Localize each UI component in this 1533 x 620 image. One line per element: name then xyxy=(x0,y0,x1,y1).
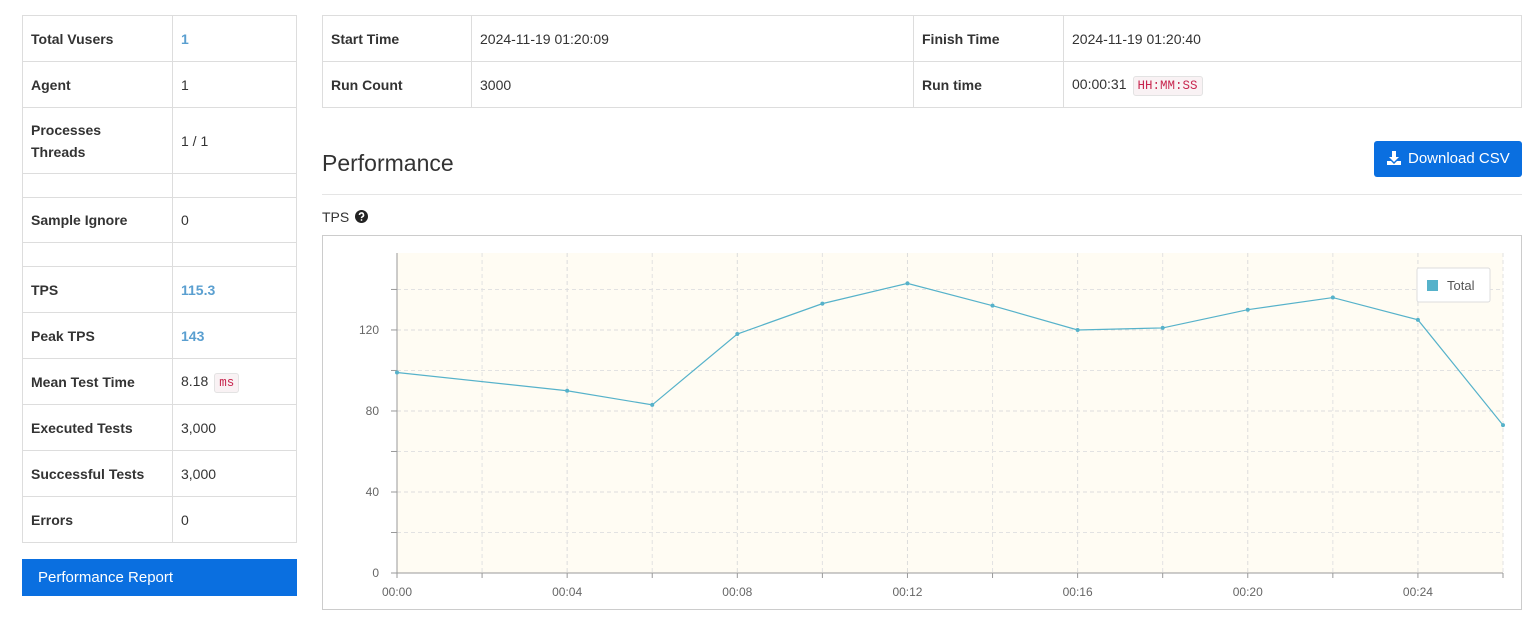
label-line: Processes xyxy=(31,121,102,138)
value: 1 xyxy=(172,61,297,108)
x-tick-label: 00:20 xyxy=(1233,585,1263,599)
y-tick-label: 80 xyxy=(366,404,380,418)
label: Run Count xyxy=(322,61,472,108)
spacer-row xyxy=(22,242,297,267)
data-point xyxy=(1415,317,1420,322)
divider xyxy=(322,194,1522,195)
x-tick-label: 00:00 xyxy=(382,585,412,599)
value[interactable]: 1 xyxy=(172,15,297,62)
label: Start Time xyxy=(322,15,472,62)
row: Run Count 3000 Run time 00:00:31 HH:MM:SS xyxy=(322,61,1522,108)
label: Executed Tests xyxy=(22,404,173,451)
section-title: Performance xyxy=(322,150,454,176)
chart-title: TPS xyxy=(322,209,369,225)
data-point xyxy=(990,303,995,308)
label: Successful Tests xyxy=(22,450,173,497)
value: 00:00:31 HH:MM:SS xyxy=(1063,61,1522,108)
chart-title-text: TPS xyxy=(322,209,350,225)
y-tick-label: 120 xyxy=(359,323,379,337)
data-point xyxy=(820,301,825,306)
legend-box xyxy=(1416,267,1491,303)
download-csv-button[interactable]: Download CSV xyxy=(1374,141,1522,177)
row: Processes Threads 1 / 1 xyxy=(22,107,297,174)
row: Successful Tests 3,000 xyxy=(22,450,297,497)
label: Processes Threads xyxy=(22,107,173,174)
label-line: Threads xyxy=(31,143,86,160)
data-point xyxy=(395,370,399,375)
data-point xyxy=(650,402,655,407)
row: Sample Ignore 0 xyxy=(22,197,297,243)
value-text: 00:00:31 xyxy=(1072,76,1127,92)
plot-area xyxy=(397,253,1503,573)
x-tick-label: 00:24 xyxy=(1403,585,1433,599)
row: Errors 0 xyxy=(22,496,297,543)
row: Mean Test Time 8.18 ms xyxy=(22,358,297,405)
row: Start Time 2024-11-19 01:20:09 Finish Ti… xyxy=(322,15,1522,62)
performance-report-button[interactable]: Performance Report xyxy=(22,559,297,596)
sidebar-table: Total Vusers 1 Agent 1 Processes Threads 1 /… xyxy=(22,15,297,543)
button-label: Download CSV xyxy=(1408,150,1510,167)
label: Mean Test Time xyxy=(22,358,173,405)
x-tick-label: 00:04 xyxy=(552,585,582,599)
data-point xyxy=(565,388,570,393)
value: 115.3 xyxy=(172,266,297,313)
row: TPS 115.3 xyxy=(22,266,297,313)
format: HH:MM:SS xyxy=(1132,76,1203,96)
label: Finish Time xyxy=(913,15,1064,62)
help-icon[interactable] xyxy=(355,210,369,223)
value: 3000 xyxy=(471,61,914,108)
chart: 0 40 80 120 00:00 00:04 00:08 00:12 00:16 00:20 00… xyxy=(322,235,1522,610)
value: 1 / 1 xyxy=(172,107,297,174)
download-icon xyxy=(1387,151,1401,165)
summary-table: Start Time 2024-11-19 01:20:09 Finish Ti… xyxy=(322,15,1522,108)
label: Total Vusers xyxy=(22,15,173,62)
value-text: 8.18 xyxy=(181,373,209,389)
value: 2024-11-19 01:20:40 xyxy=(1063,15,1522,62)
label: Agent xyxy=(22,61,173,108)
value: 3,000 xyxy=(172,404,297,451)
legend-label: Total xyxy=(1447,278,1475,293)
value: 8.18 ms xyxy=(172,358,297,405)
legend-swatch xyxy=(1427,280,1438,291)
label: Peak TPS xyxy=(22,312,173,359)
value: 3,000 xyxy=(172,450,297,497)
data-point xyxy=(1075,327,1080,332)
data-point xyxy=(1501,423,1505,428)
label: Run time xyxy=(913,61,1064,108)
x-tick-label: 00:12 xyxy=(892,585,922,599)
data-point xyxy=(1245,307,1250,312)
label: Sample Ignore xyxy=(22,197,173,243)
value: 143 xyxy=(172,312,297,359)
row: Executed Tests 3,000 xyxy=(22,404,297,451)
row: Agent 1 xyxy=(22,61,297,108)
label: Errors xyxy=(22,496,173,543)
value: 2024-11-19 01:20:09 xyxy=(471,15,914,62)
x-tick-label: 00:08 xyxy=(722,585,752,599)
value: 0 xyxy=(172,197,297,243)
y-tick-label: 40 xyxy=(366,485,380,499)
data-point xyxy=(735,332,740,337)
value: 0 xyxy=(172,496,297,543)
data-point xyxy=(1160,325,1165,330)
unit: ms xyxy=(214,373,240,393)
data-point xyxy=(905,281,910,286)
row: Peak TPS 143 xyxy=(22,312,297,359)
x-tick-label: 00:16 xyxy=(1063,585,1093,599)
row: Total Vusers 1 xyxy=(22,15,297,62)
data-point xyxy=(1330,295,1335,300)
spacer-row xyxy=(22,173,297,198)
y-tick-label: 0 xyxy=(372,566,379,580)
label: TPS xyxy=(22,266,173,313)
